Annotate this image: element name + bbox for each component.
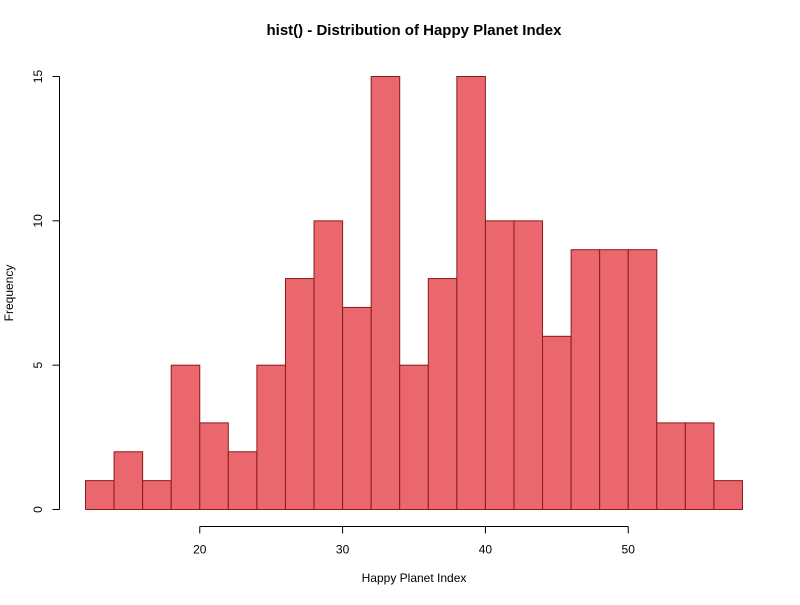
histogram-bar-5	[227, 451, 258, 510]
histogram-bar-10	[370, 76, 401, 510]
histogram-bar-14	[484, 220, 515, 510]
histogram-bar-0	[85, 480, 115, 510]
histogram-bar-18	[599, 249, 629, 510]
histogram-bar-2	[142, 480, 172, 510]
histogram-bar-15	[513, 220, 544, 510]
histogram-bar-6	[256, 364, 286, 510]
x-axis: 20 30 40 50	[193, 526, 636, 557]
histogram-bar-16	[542, 335, 572, 510]
histogram-bar-8	[313, 220, 344, 510]
y-axis-label: Frequency	[2, 265, 16, 322]
histogram-bar-1	[113, 451, 144, 510]
histogram-bar-7	[284, 278, 315, 511]
x-axis-label: Happy Planet Index	[362, 571, 467, 585]
x-tick-label: 40	[479, 543, 493, 557]
histogram-bar-3	[170, 364, 201, 510]
histogram-bar-22	[713, 480, 743, 510]
x-tick-label: 30	[336, 543, 350, 557]
histogram-bar-4	[199, 422, 229, 510]
chart-title: hist() - Distribution of Happy Planet In…	[266, 22, 562, 39]
histogram-bar-9	[342, 306, 372, 510]
y-tick-label: 10	[31, 214, 45, 228]
x-tick-label: 50	[622, 543, 636, 557]
histogram-bars	[85, 76, 743, 511]
y-tick-label: 5	[31, 362, 45, 369]
histogram-bar-17	[570, 249, 601, 510]
y-tick-label: 0	[31, 506, 45, 513]
histogram-bar-20	[656, 422, 686, 510]
histogram-bar-13	[456, 76, 486, 510]
y-tick-label: 15	[31, 70, 45, 84]
y-axis: 0 5 10 15	[31, 70, 60, 513]
histogram-bar-12	[427, 278, 458, 511]
x-tick-label: 20	[193, 543, 207, 557]
histogram-bar-21	[684, 422, 715, 510]
histogram-bar-19	[627, 249, 658, 510]
histogram-bar-11	[399, 364, 429, 510]
